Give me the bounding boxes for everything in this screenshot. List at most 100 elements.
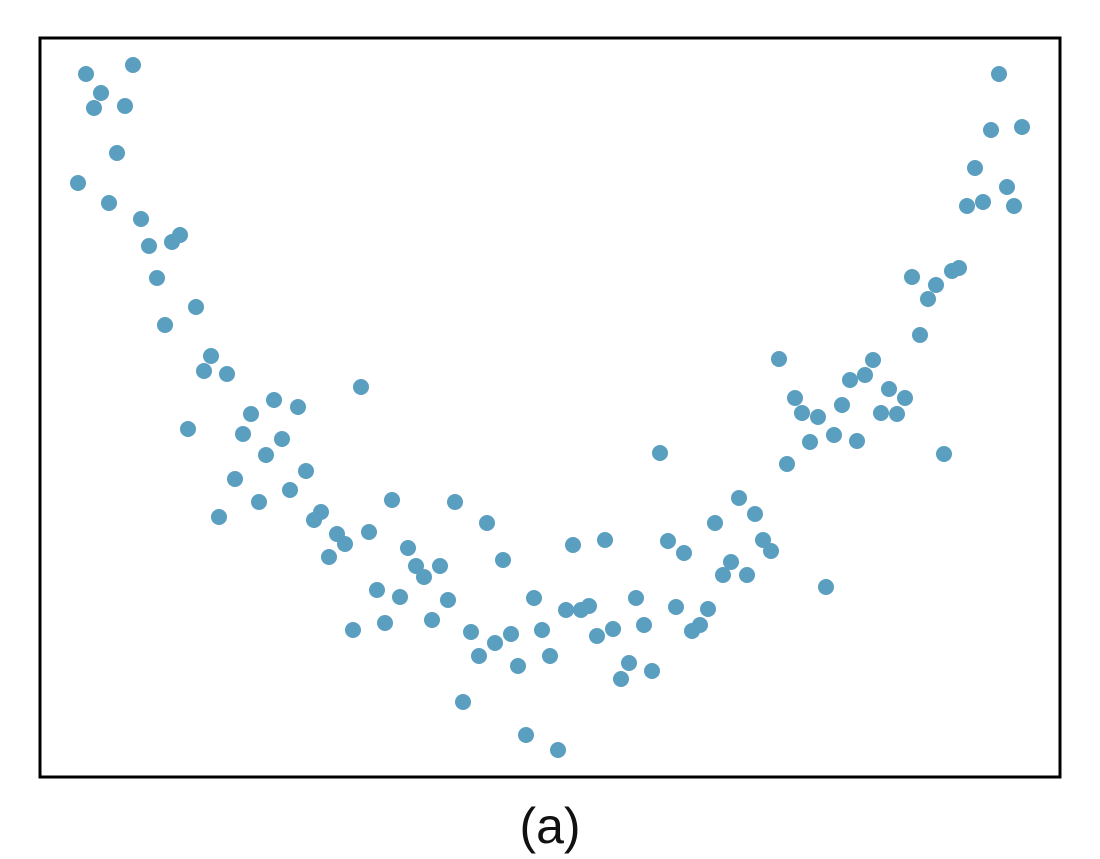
point [141,238,157,254]
point [282,482,298,498]
point [660,533,676,549]
point [424,612,440,628]
point [1014,119,1030,135]
point [353,379,369,395]
point [920,291,936,307]
point [471,648,487,664]
point [881,381,897,397]
point [613,671,629,687]
point [510,658,526,674]
point [755,532,771,548]
point [747,506,763,522]
point [479,515,495,531]
point [125,57,141,73]
point [133,211,149,227]
point [487,635,503,651]
point [172,227,188,243]
point [857,367,873,383]
point [794,405,810,421]
point [503,626,519,642]
point [959,198,975,214]
point [652,445,668,461]
point [542,648,558,664]
point [628,590,644,606]
point [274,431,290,447]
point [731,490,747,506]
point [723,554,739,570]
point [676,545,692,561]
point [707,515,723,531]
point [589,628,605,644]
point [227,471,243,487]
point [408,558,424,574]
point [219,366,235,382]
point [243,406,259,422]
point [298,463,314,479]
point [400,540,416,556]
point [621,655,637,671]
point [904,269,920,285]
point [951,260,967,276]
point [416,569,432,585]
point [447,494,463,510]
point [700,601,716,617]
point [211,509,227,525]
point [991,66,1007,82]
point [455,694,471,710]
point [495,552,511,568]
point [779,456,795,472]
point [605,621,621,637]
point [369,582,385,598]
point [810,409,826,425]
point [581,598,597,614]
point [203,348,219,364]
point [739,567,755,583]
point [1006,198,1022,214]
point [849,433,865,449]
point [345,622,361,638]
point [999,179,1015,195]
point [361,524,377,540]
point [975,194,991,210]
point [842,372,858,388]
point [93,85,109,101]
point [384,492,400,508]
point [802,434,818,450]
point [266,392,282,408]
point [826,427,842,443]
point [889,406,905,422]
point [644,663,660,679]
point [967,160,983,176]
point [196,363,212,379]
point [818,579,834,595]
point [550,742,566,758]
point [983,122,999,138]
point [565,537,581,553]
point [157,317,173,333]
point [834,397,850,413]
point [321,549,337,565]
point [235,426,251,442]
point [558,602,574,618]
point [873,405,889,421]
point [86,100,102,116]
point [534,622,550,638]
point [70,175,86,191]
point [101,195,117,211]
point [668,599,684,615]
point [692,617,708,633]
point [440,592,456,608]
point [526,590,542,606]
point [251,494,267,510]
point [636,617,652,633]
point [715,567,731,583]
point [432,558,448,574]
point [392,589,408,605]
point [337,536,353,552]
point [290,399,306,415]
point [377,615,393,631]
point [912,327,928,343]
point [597,532,613,548]
point [117,98,133,114]
point [518,727,534,743]
